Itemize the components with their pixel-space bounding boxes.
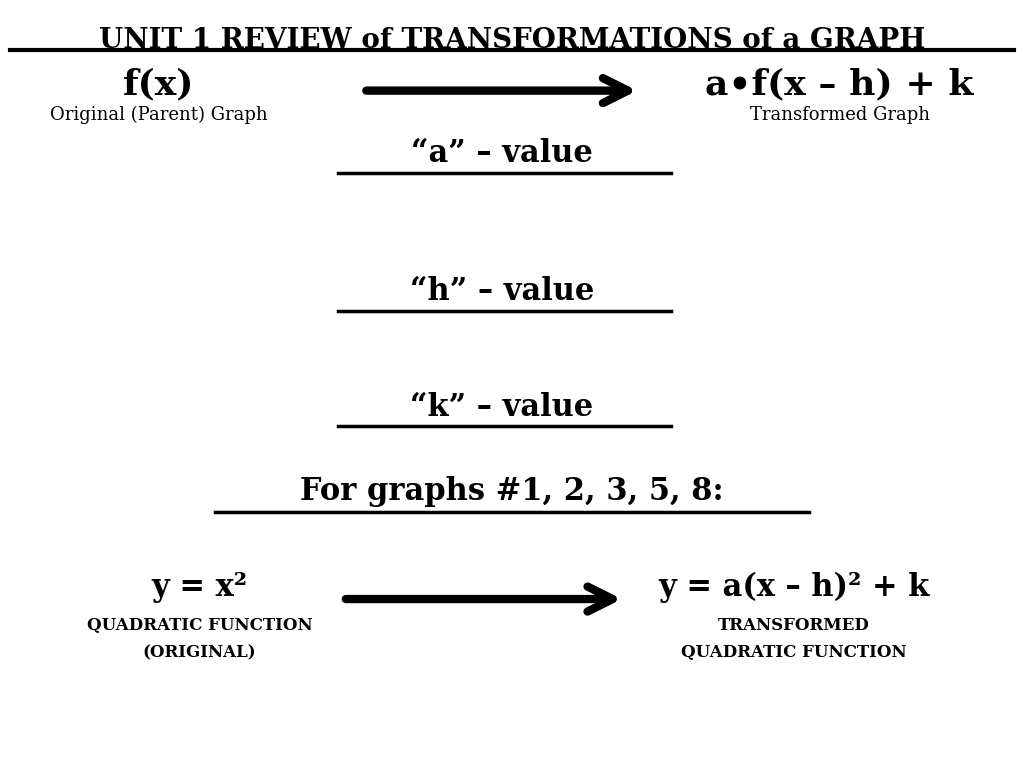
Text: Transformed Graph: Transformed Graph bbox=[750, 106, 930, 124]
Text: f(x): f(x) bbox=[123, 68, 195, 101]
Text: QUADRATIC FUNCTION: QUADRATIC FUNCTION bbox=[87, 617, 312, 634]
Text: UNIT 1 REVIEW of TRANSFORMATIONS of a GRAPH: UNIT 1 REVIEW of TRANSFORMATIONS of a GR… bbox=[98, 27, 926, 54]
Text: a•f(x – h) + k: a•f(x – h) + k bbox=[706, 68, 974, 101]
Text: Original (Parent) Graph: Original (Parent) Graph bbox=[50, 106, 267, 124]
Text: (ORIGINAL): (ORIGINAL) bbox=[143, 644, 256, 661]
Text: y = a(x – h)² + k: y = a(x – h)² + k bbox=[657, 572, 930, 603]
Text: “h” – value: “h” – value bbox=[410, 276, 594, 307]
Text: For graphs #1, 2, 3, 5, 8:: For graphs #1, 2, 3, 5, 8: bbox=[300, 476, 724, 507]
Text: “k” – value: “k” – value bbox=[411, 392, 593, 422]
Text: TRANSFORMED: TRANSFORMED bbox=[718, 617, 869, 634]
Text: QUADRATIC FUNCTION: QUADRATIC FUNCTION bbox=[681, 644, 906, 661]
Text: y = x²: y = x² bbox=[152, 572, 248, 603]
Text: “a” – value: “a” – value bbox=[411, 138, 593, 169]
